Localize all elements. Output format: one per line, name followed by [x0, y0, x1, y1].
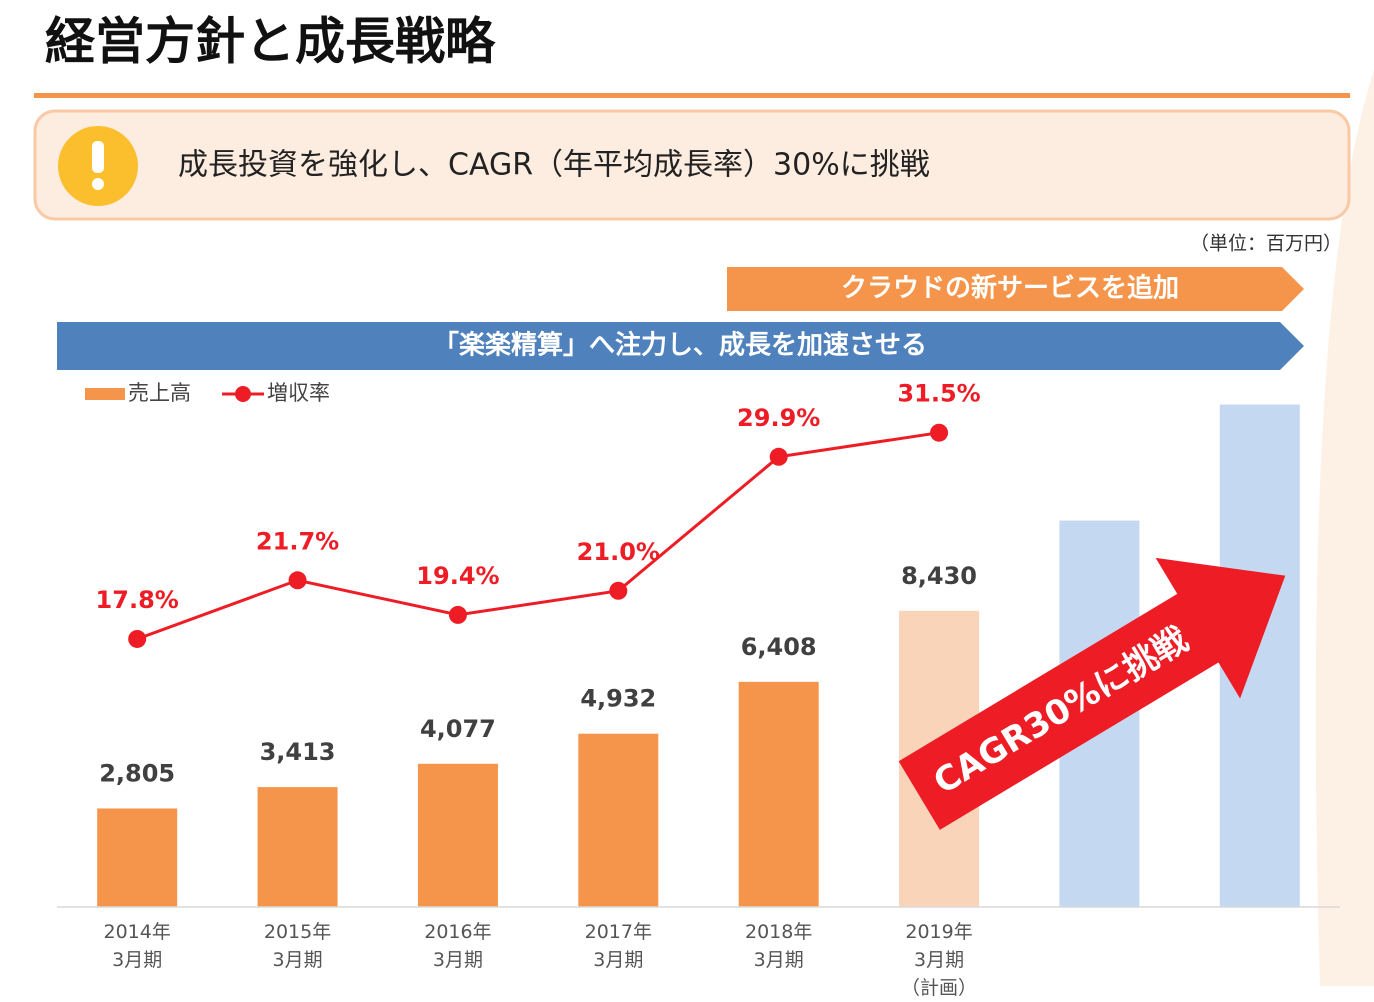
- legend-dot: [235, 386, 251, 402]
- growth-point: [128, 629, 147, 648]
- growth-value-label: 17.8%: [96, 586, 179, 614]
- growth-value-label: 21.0%: [577, 538, 660, 566]
- banner-arrow: [727, 267, 1304, 311]
- banner-text: 「楽楽精算」へ注力し、成長を加速させる: [433, 330, 927, 361]
- x-tick-label: 2015年 3月期: [263, 921, 332, 971]
- banner-text: クラウドの新サービスを追加: [841, 273, 1179, 304]
- bar-value-label: 4,077: [420, 715, 496, 743]
- x-tick-label: 2018年 3月期: [745, 921, 813, 971]
- bar-value-label: 8,430: [901, 562, 977, 590]
- alert-icon-bar: [92, 141, 104, 173]
- bar-value-label: 4,932: [580, 685, 656, 713]
- growth-value-label: 19.4%: [416, 562, 499, 590]
- bar-value-label: 2,805: [99, 759, 175, 787]
- bar: [97, 808, 178, 907]
- growth-point: [930, 423, 949, 442]
- growth-point: [288, 571, 307, 590]
- alert-icon-dot: [92, 178, 104, 190]
- cagr-arrow-shape: [898, 557, 1286, 830]
- title-rule: [34, 93, 1350, 98]
- legend-label: 増収率: [267, 381, 330, 405]
- background-swoosh: [1315, 70, 1374, 986]
- x-tick-label: 2017年 3月期: [584, 921, 652, 971]
- x-tick-label: 2016年 3月期: [424, 921, 492, 971]
- bar: [578, 733, 659, 907]
- bar-value-label: 3,413: [260, 738, 336, 766]
- growth-value-label: 21.7%: [256, 527, 339, 555]
- slide-title: 経営方針と成長戦略: [45, 13, 496, 71]
- bar: [257, 787, 338, 907]
- legend-label: 売上高: [128, 381, 191, 405]
- growth-line: [136, 431, 940, 641]
- unit-label: （単位：百万円）: [1190, 233, 1342, 255]
- x-tick-label: 2019年 3月期 （計画）: [901, 921, 978, 999]
- legend-swatch: [85, 388, 125, 400]
- bar: [417, 763, 498, 907]
- callout-text: 成長投資を強化し、CAGR（年平均成長率）30%に挑戦: [178, 148, 930, 183]
- x-tick-label: 2014年 3月期: [103, 921, 171, 971]
- banner-arrow: [57, 322, 1304, 370]
- growth-value-label: 31.5%: [897, 380, 980, 408]
- bar: [738, 681, 819, 907]
- growth-point: [609, 581, 628, 600]
- callout-box: [33, 109, 1351, 221]
- growth-value-label: 29.9%: [737, 404, 820, 432]
- growth-point: [448, 605, 467, 624]
- bar-value-label: 6,408: [741, 633, 817, 661]
- growth-point: [769, 447, 788, 466]
